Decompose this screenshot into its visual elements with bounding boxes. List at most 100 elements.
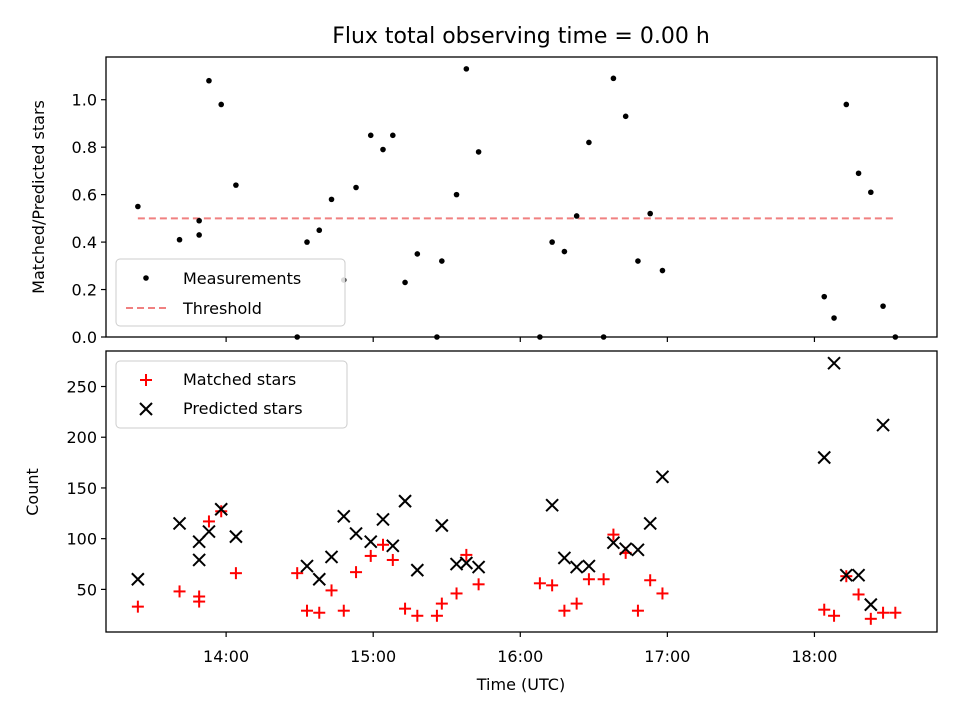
count-y-ticks: 50 100 150 200 250 bbox=[66, 378, 106, 599]
ratio-x-ticks bbox=[225, 337, 816, 342]
chart-title: Flux total observing time = 0.00 h bbox=[332, 24, 710, 49]
matched-point bbox=[607, 528, 620, 541]
measurement-point bbox=[855, 170, 862, 177]
matched-point bbox=[399, 602, 412, 615]
count-x-ticks: 14:00 15:00 16:00 17:00 18:00 bbox=[203, 632, 837, 666]
measurement-point bbox=[868, 189, 874, 196]
count-legend: Matched stars Predicted stars bbox=[115, 360, 348, 429]
predicted-point bbox=[435, 518, 449, 533]
matched-point bbox=[533, 577, 546, 590]
predicted-point bbox=[324, 550, 339, 564]
measurement-point bbox=[573, 213, 580, 219]
count-legend-frame bbox=[115, 360, 348, 429]
ratio-panel: 0.0 0.2 0.4 0.6 0.8 1.0 Matched/Predicted sta… bbox=[29, 56, 938, 347]
matched-legend-marker bbox=[140, 374, 152, 386]
ratio-y-ticks: 0.0 0.2 0.4 0.6 0.8 1.0 bbox=[72, 91, 106, 347]
matched-point bbox=[131, 600, 144, 613]
predicted-point bbox=[839, 568, 854, 582]
predicted-point bbox=[300, 559, 314, 573]
matched-point bbox=[291, 567, 304, 580]
ratio-axes-frame bbox=[105, 56, 938, 338]
predicted-point bbox=[864, 597, 878, 612]
measurement-point bbox=[367, 132, 374, 139]
predicted-point bbox=[364, 535, 378, 549]
matched-point bbox=[889, 606, 902, 619]
matched-point bbox=[597, 573, 610, 586]
matched-point bbox=[582, 573, 595, 586]
count-axes-frame bbox=[105, 350, 938, 633]
measurement-point bbox=[176, 236, 183, 243]
measurement-point bbox=[622, 113, 629, 120]
measurement-point bbox=[316, 227, 323, 234]
measurement-point bbox=[453, 191, 460, 198]
predicted-point bbox=[643, 516, 657, 531]
predicted-point bbox=[192, 553, 206, 567]
predicted-point bbox=[471, 560, 486, 574]
predicted-point bbox=[131, 572, 145, 586]
measurement-point bbox=[439, 258, 445, 264]
matched-point bbox=[430, 609, 443, 622]
predicted-point bbox=[545, 498, 559, 512]
predicted-point bbox=[631, 543, 645, 557]
measurement-point bbox=[233, 182, 239, 188]
matched-legend-label: Matched stars bbox=[183, 370, 296, 389]
measurement-point bbox=[635, 258, 641, 264]
ratio-plot-area bbox=[135, 66, 899, 340]
matched-point bbox=[558, 604, 571, 617]
matched-point bbox=[631, 604, 644, 617]
ratio-y-tick-label: 0.4 bbox=[72, 233, 97, 252]
ratio-y-tick-label: 0.6 bbox=[72, 186, 97, 205]
measurement-point bbox=[196, 217, 202, 224]
measurement-point bbox=[390, 132, 396, 139]
count-x-tick-label: 18:00 bbox=[791, 647, 837, 666]
count-y-tick-label: 100 bbox=[66, 530, 97, 549]
measurement-point bbox=[353, 184, 359, 191]
predicted-point bbox=[618, 542, 633, 556]
predicted-point bbox=[214, 502, 228, 516]
matched-point bbox=[386, 553, 399, 566]
measurement-point bbox=[414, 251, 421, 257]
predicted-point bbox=[398, 494, 412, 508]
predicted-point bbox=[582, 559, 596, 573]
count-plot-area bbox=[131, 356, 902, 625]
predicted-point bbox=[606, 536, 621, 550]
predicted-point bbox=[557, 551, 572, 565]
measurement-point bbox=[218, 101, 225, 108]
measurement-point bbox=[843, 101, 850, 108]
matched-point bbox=[364, 549, 377, 562]
matched-point bbox=[877, 606, 890, 619]
matched-point bbox=[215, 505, 228, 518]
matched-point bbox=[301, 604, 314, 617]
measurement-point bbox=[402, 279, 408, 286]
count-x-tick-label: 16:00 bbox=[497, 647, 543, 666]
measurement-point bbox=[610, 75, 617, 82]
measurement-point bbox=[380, 146, 386, 153]
matched-point bbox=[818, 603, 831, 616]
matched-point bbox=[313, 606, 326, 619]
ratio-y-tick-label: 0.2 bbox=[72, 281, 97, 300]
matched-point bbox=[472, 578, 485, 591]
predicted-point bbox=[851, 568, 866, 582]
count-panel: 50 100 150 200 250 14:00 15:00 16:00 17:00 18:00… bbox=[23, 350, 938, 694]
matched-point bbox=[570, 597, 583, 610]
predicted-legend-label: Predicted stars bbox=[183, 399, 303, 418]
ratio-y-tick-label: 0.0 bbox=[72, 328, 97, 347]
measurement-point bbox=[880, 303, 886, 309]
threshold-legend-label: Threshold bbox=[182, 299, 262, 318]
measurements-legend-marker bbox=[143, 275, 149, 281]
matched-point bbox=[377, 538, 389, 551]
predicted-point bbox=[410, 563, 425, 577]
measurement-point bbox=[328, 196, 335, 203]
predicted-point bbox=[386, 539, 400, 553]
ratio-legend: Measurements Threshold bbox=[115, 258, 346, 327]
x-axis-label: Time (UTC) bbox=[476, 675, 565, 694]
matched-point bbox=[202, 515, 215, 528]
predicted-point bbox=[202, 524, 216, 539]
count-x-tick-label: 14:00 bbox=[203, 647, 249, 666]
count-x-tick-label: 17:00 bbox=[644, 647, 690, 666]
ratio-y-tick-label: 0.8 bbox=[72, 138, 97, 157]
matched-point bbox=[546, 579, 559, 592]
predicted-point bbox=[655, 470, 670, 484]
measurement-point bbox=[659, 267, 666, 274]
